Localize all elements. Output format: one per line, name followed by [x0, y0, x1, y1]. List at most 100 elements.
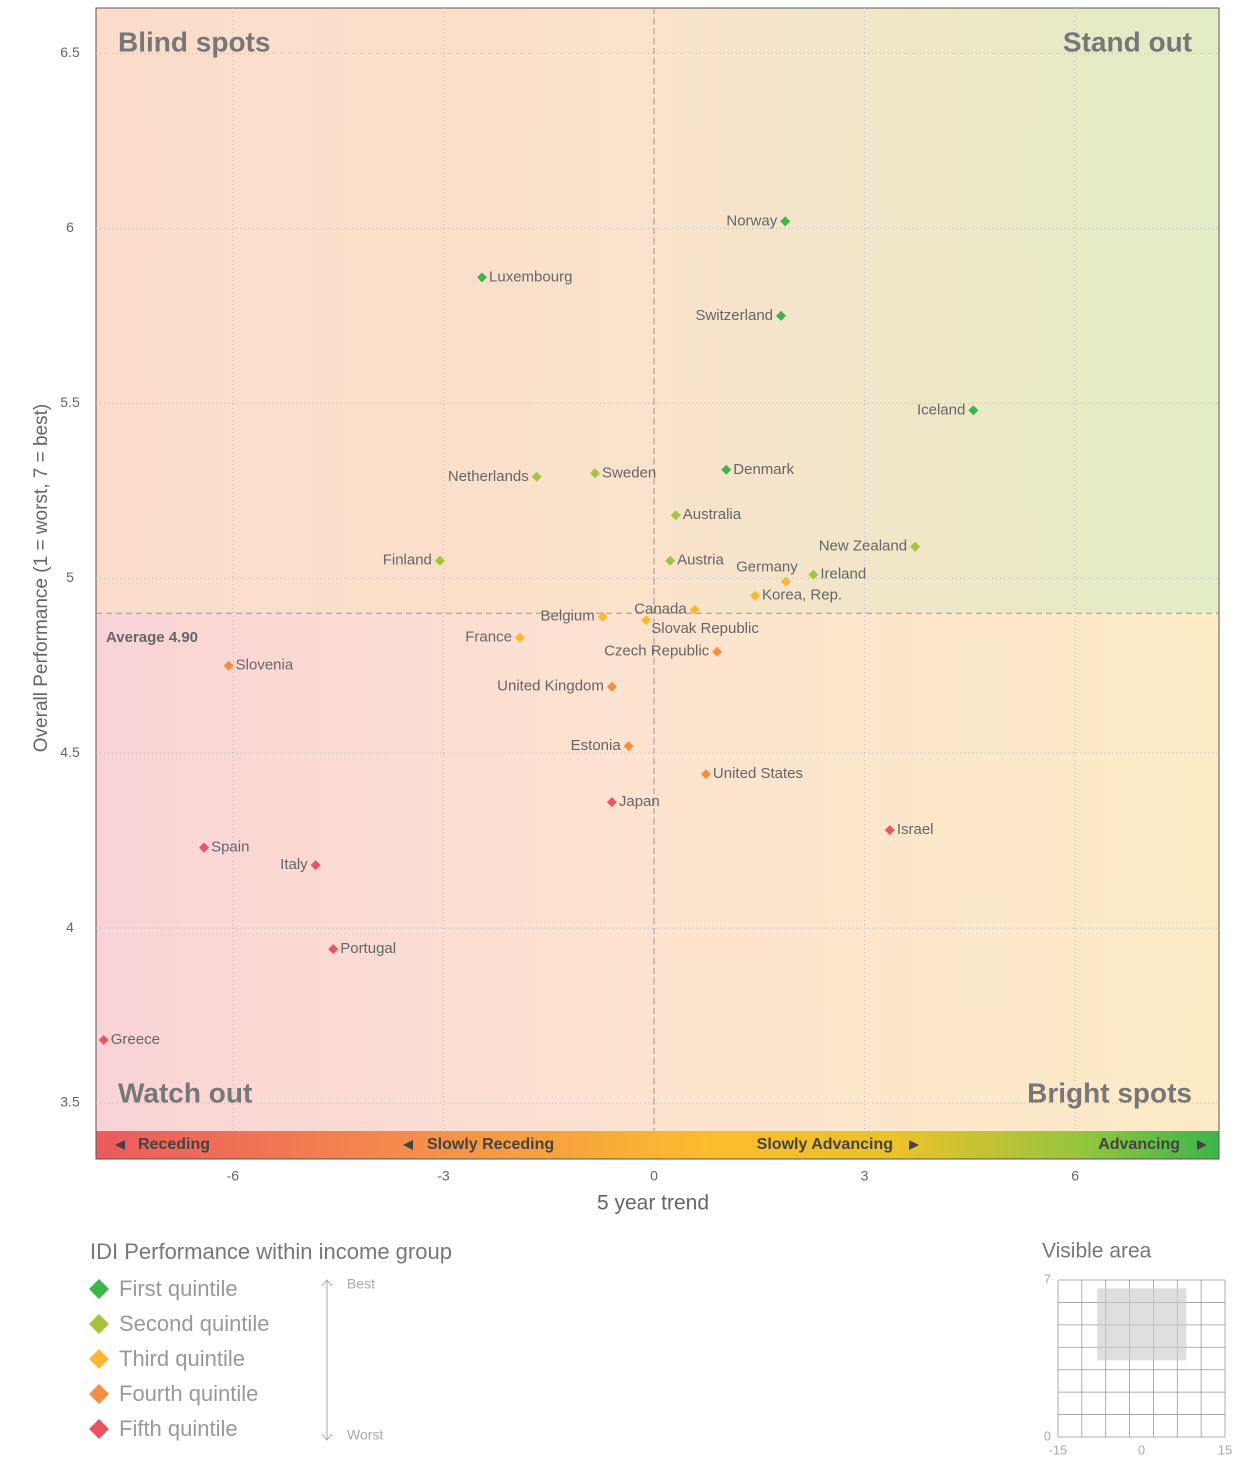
- point-label: Belgium: [541, 608, 595, 625]
- data-point: [780, 576, 791, 587]
- point-label: Australia: [683, 506, 742, 523]
- average-label: Average 4.90: [106, 629, 198, 646]
- upper-background: [96, 8, 1219, 614]
- point-label: Korea, Rep.: [762, 587, 842, 604]
- legend-scale-arrows: [321, 1279, 333, 1441]
- trend-label: Slowly Receding: [427, 1136, 554, 1153]
- data-point: [199, 842, 210, 853]
- data-point: [665, 555, 676, 566]
- data-point: [623, 741, 634, 752]
- legend-label: First quintile: [119, 1276, 238, 1301]
- data-point: [968, 405, 979, 416]
- data-point: [98, 1035, 109, 1046]
- x-tick-label: -3: [437, 1168, 450, 1184]
- legend-label: Third quintile: [119, 1346, 245, 1371]
- trend-arrow: [909, 1140, 919, 1150]
- data-point: [910, 541, 921, 552]
- data-point: [531, 471, 542, 482]
- point-label: Iceland: [917, 401, 965, 418]
- point-label: Switzerland: [695, 307, 773, 324]
- legend-marker: [89, 1384, 109, 1404]
- data-point: [310, 860, 321, 871]
- point-label: Norway: [726, 212, 777, 229]
- point-label: Italy: [280, 856, 308, 873]
- legend-worst: Worst: [347, 1427, 383, 1443]
- point-label: Slovak Republic: [651, 620, 759, 637]
- point-label: Luxembourg: [489, 268, 572, 285]
- point-label: Canada: [634, 601, 687, 618]
- trend-label: Slowly Advancing: [757, 1136, 893, 1153]
- trend-label: Receding: [138, 1136, 210, 1153]
- data-point: [590, 468, 601, 479]
- point-label: Czech Republic: [604, 643, 710, 660]
- data-point: [328, 944, 339, 955]
- point-label: France: [465, 629, 512, 646]
- point-label: Israel: [897, 821, 934, 838]
- data-point: [712, 646, 723, 657]
- point-label: Austria: [677, 552, 724, 569]
- data-point: [606, 681, 617, 692]
- legend-label: Fourth quintile: [119, 1381, 258, 1406]
- data-point: [750, 590, 761, 601]
- y-tick-label: 4.5: [60, 744, 80, 760]
- point-label: Finland: [383, 552, 432, 569]
- data-point: [514, 632, 525, 643]
- data-point: [780, 216, 791, 227]
- data-point: [477, 272, 488, 283]
- y-tick-label: 6: [66, 219, 74, 235]
- point-label: Portugal: [340, 940, 396, 957]
- point-label: Netherlands: [448, 468, 529, 485]
- legend-marker: [89, 1419, 109, 1439]
- x-tick-label: 0: [650, 1168, 658, 1184]
- minimap-x-tick: 15: [1218, 1442, 1232, 1457]
- point-label: Germany: [736, 559, 798, 576]
- data-point: [434, 555, 445, 566]
- x-axis-title: 5 year trend: [597, 1192, 709, 1215]
- data-point: [223, 660, 234, 671]
- x-tick-label: 6: [1071, 1168, 1079, 1184]
- point-label: Ireland: [820, 566, 866, 583]
- legend-marker: [89, 1349, 109, 1369]
- y-tick-label: 6.5: [60, 44, 80, 60]
- legend-marker: [89, 1279, 109, 1299]
- data-point: [597, 611, 608, 622]
- trend-arrow: [1197, 1140, 1207, 1150]
- trend-band: [96, 1131, 1219, 1159]
- minimap-title: Visible area: [1042, 1240, 1152, 1263]
- point-label: Sweden: [602, 464, 656, 481]
- point-label: Estonia: [571, 737, 622, 754]
- point-label: Spain: [211, 839, 249, 856]
- quadrant-label: Blind spots: [118, 26, 270, 57]
- minimap-y-tick: 7: [1044, 1271, 1051, 1286]
- y-tick-label: 5: [66, 569, 74, 585]
- legend-best: Best: [347, 1276, 375, 1292]
- point-label: Greece: [111, 1031, 160, 1048]
- legend-marker: [89, 1314, 109, 1334]
- quadrant-label: Bright spots: [1027, 1077, 1192, 1108]
- data-point: [689, 604, 700, 615]
- y-tick-label: 4: [66, 919, 74, 935]
- x-tick-label: 3: [861, 1168, 869, 1184]
- point-label: Denmark: [733, 461, 794, 478]
- minimap-y-tick: 0: [1044, 1428, 1051, 1443]
- lower-background: [96, 613, 1219, 1131]
- trend-label: Advancing: [1098, 1136, 1180, 1153]
- y-axis-title: Overall Performance (1 = worst, 7 = best…: [31, 404, 52, 752]
- legend-title: IDI Performance within income group: [90, 1239, 452, 1264]
- minimap-x-tick: -15: [1049, 1442, 1068, 1457]
- point-label: Japan: [619, 793, 660, 810]
- data-point: [700, 769, 711, 780]
- legend-label: Fifth quintile: [119, 1416, 238, 1441]
- quadrant-label: Stand out: [1063, 26, 1192, 57]
- data-point: [808, 569, 819, 580]
- point-label: United States: [713, 765, 803, 782]
- point-label: Slovenia: [236, 657, 294, 674]
- quadrant-label: Watch out: [118, 1077, 252, 1108]
- plot-border: [95, 7, 1220, 1160]
- data-point: [776, 310, 787, 321]
- y-tick-label: 5.5: [60, 394, 80, 410]
- y-tick-label: 3.5: [60, 1094, 80, 1110]
- data-point: [884, 825, 895, 836]
- point-label: United Kingdom: [497, 678, 604, 695]
